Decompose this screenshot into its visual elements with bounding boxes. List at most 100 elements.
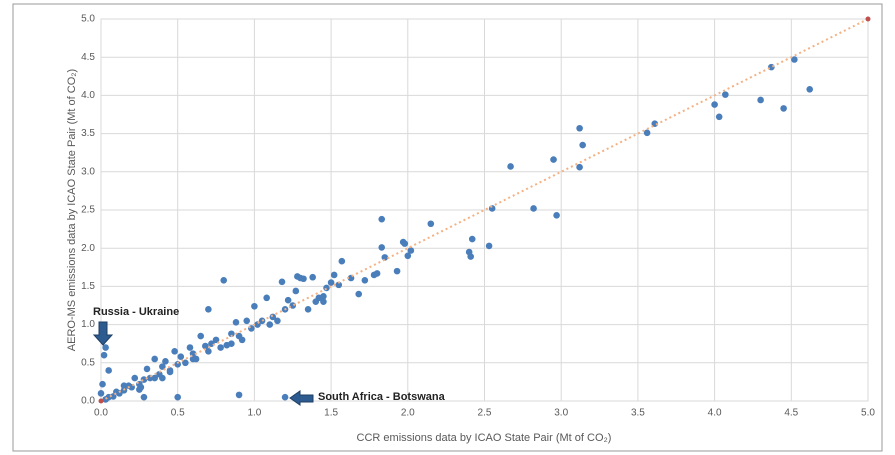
x-tick-label: 5.0 xyxy=(861,408,875,419)
point xyxy=(576,124,583,132)
point xyxy=(404,252,412,260)
point xyxy=(381,254,389,261)
arrow xyxy=(92,321,114,346)
point xyxy=(550,156,557,163)
point xyxy=(278,278,286,286)
x-axis-title: CCR emissions data by ICAO State Pair (M… xyxy=(357,432,612,444)
point xyxy=(208,340,215,348)
annotation: Russia - Ukraine xyxy=(93,306,179,318)
point xyxy=(507,163,514,170)
point xyxy=(427,220,435,228)
y-axis-title: AERO-MS emissions data by ICAO State Pai… xyxy=(66,69,78,351)
point xyxy=(189,355,197,363)
y-tick-label: 2.5 xyxy=(81,205,95,216)
point xyxy=(289,302,297,309)
point xyxy=(212,336,220,344)
x-tick-label: 3.5 xyxy=(631,408,645,419)
point xyxy=(159,363,166,370)
x-tick-label: 0.0 xyxy=(94,408,108,419)
point xyxy=(263,294,270,302)
point xyxy=(228,330,235,338)
x-tick-label: 1.5 xyxy=(324,408,338,419)
point xyxy=(335,281,343,289)
point xyxy=(151,355,158,363)
point xyxy=(223,341,231,349)
point xyxy=(232,319,240,326)
point xyxy=(722,91,729,98)
y-tick-label: 5.0 xyxy=(81,14,95,25)
point xyxy=(378,244,386,251)
point xyxy=(399,238,407,246)
point xyxy=(488,205,496,212)
point xyxy=(780,105,787,112)
point xyxy=(281,393,289,401)
point xyxy=(338,257,346,265)
point xyxy=(579,141,586,149)
point xyxy=(393,267,401,275)
x-tick-label: 4.0 xyxy=(708,408,722,419)
x-tick-label: 4.5 xyxy=(784,408,798,419)
point xyxy=(131,374,139,382)
point xyxy=(140,393,148,401)
point xyxy=(235,332,243,340)
point xyxy=(407,247,415,254)
point xyxy=(468,235,476,243)
reference-point xyxy=(98,398,104,404)
point xyxy=(530,205,537,212)
point xyxy=(205,348,212,355)
point xyxy=(806,85,814,93)
point xyxy=(715,113,723,121)
point xyxy=(292,287,300,295)
x-tick-label: 1.0 xyxy=(247,408,261,419)
point xyxy=(378,215,386,223)
point xyxy=(309,273,316,281)
point xyxy=(174,361,181,368)
point xyxy=(159,374,166,382)
point xyxy=(304,306,312,313)
y-tick-label: 1.5 xyxy=(81,281,95,292)
point xyxy=(330,271,338,279)
point xyxy=(177,353,185,360)
point xyxy=(202,342,209,350)
point xyxy=(151,374,158,382)
y-tick-label: 0.0 xyxy=(81,396,95,407)
point xyxy=(266,321,274,328)
point xyxy=(217,344,224,351)
point xyxy=(105,367,112,374)
point xyxy=(576,163,583,171)
y-tick-label: 2.0 xyxy=(81,243,95,254)
point xyxy=(312,298,320,305)
y-tick-label: 0.5 xyxy=(81,357,95,368)
point xyxy=(467,253,474,260)
point xyxy=(120,382,128,390)
point xyxy=(269,313,277,321)
x-tick-label: 2.0 xyxy=(401,408,415,419)
y-tick-label: 4.0 xyxy=(81,90,95,101)
point xyxy=(320,298,327,305)
point xyxy=(243,317,251,325)
point xyxy=(355,290,363,298)
point xyxy=(791,56,798,63)
x-tick-label: 2.5 xyxy=(478,408,492,419)
point xyxy=(102,396,109,403)
point xyxy=(327,279,335,286)
point xyxy=(102,344,109,351)
point xyxy=(768,63,775,71)
point xyxy=(166,368,174,376)
point xyxy=(97,390,105,397)
point xyxy=(143,365,151,373)
point xyxy=(235,391,243,399)
reference-point xyxy=(865,16,871,22)
point xyxy=(251,302,258,310)
point xyxy=(757,96,764,104)
point xyxy=(294,273,301,280)
x-tick-label: 3.0 xyxy=(554,408,568,419)
point xyxy=(220,276,228,284)
point xyxy=(248,325,255,332)
point xyxy=(361,276,369,284)
point xyxy=(125,382,132,390)
point xyxy=(643,129,651,137)
point xyxy=(182,359,189,367)
x-tick-label: 0.5 xyxy=(171,408,185,419)
